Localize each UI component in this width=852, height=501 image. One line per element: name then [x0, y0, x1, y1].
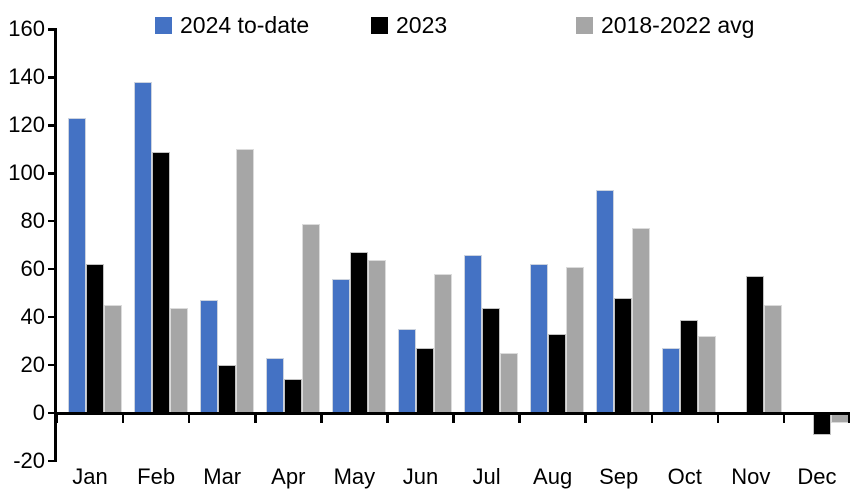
y-axis-tick-60 — [48, 267, 57, 271]
x-axis-tick-8 — [584, 413, 587, 423]
bar-2018-2022-avg-nov — [764, 305, 783, 413]
bar-2023-jun — [416, 348, 434, 413]
bar-2018-2022-avg-apr — [301, 223, 320, 413]
x-axis-label-jun: Jun — [402, 464, 439, 489]
bar-2023-dec — [812, 413, 831, 435]
x-axis-tick-9 — [650, 413, 653, 423]
bar-2023-mar — [217, 365, 236, 413]
x-axis-tick-1 — [121, 413, 125, 423]
legend-item-2018-2022-avg: 2018-2022 avg — [576, 12, 754, 38]
legend-label-2023: 2023 — [396, 12, 448, 38]
x-axis-tick-5 — [386, 413, 389, 423]
bar-2024-to-date-jun — [398, 329, 416, 413]
y-axis-label-160: 160 — [8, 16, 45, 42]
bar-2024-to-date-jan — [67, 118, 86, 413]
bar-2018-2022-avg-mar — [235, 149, 254, 413]
x-axis-tick-4 — [320, 413, 323, 423]
x-axis — [57, 411, 850, 415]
bar-2024-to-date-apr — [265, 357, 284, 413]
bar-2024-to-date-mar — [199, 300, 218, 413]
y-axis-tick-40 — [48, 315, 57, 319]
legend-item-2023: 2023 — [371, 12, 447, 38]
bar-2024-to-date-jul — [464, 254, 483, 413]
y-axis-tick-160 — [48, 28, 57, 31]
y-axis-label-0: 0 — [32, 400, 45, 425]
y-axis-tick-140 — [48, 76, 57, 79]
y-axis-label-120: 120 — [8, 112, 45, 138]
legend-swatch-2023 — [371, 16, 388, 34]
x-axis-tick-2 — [187, 413, 191, 423]
bar-2024-to-date-sep — [596, 190, 615, 413]
bar-2024-to-date-feb — [133, 82, 152, 413]
x-axis-label-apr: Apr — [271, 464, 306, 489]
bar-2023-jul — [482, 307, 501, 413]
bar-2023-sep — [614, 297, 633, 413]
x-axis-label-sep: Sep — [599, 464, 639, 489]
y-axis-label-20: 20 — [20, 352, 45, 378]
bar-2018-2022-avg-aug — [566, 266, 585, 413]
y-axis-label-40: 40 — [20, 304, 45, 330]
bar-2018-2022-avg-jun — [434, 273, 452, 413]
x-axis-label-mar: Mar — [203, 464, 242, 489]
bar-2023-jan — [85, 264, 104, 413]
legend-item-2024-to-date: 2024 to-date — [155, 12, 309, 38]
bar-2023-nov — [746, 276, 765, 413]
x-axis-label-oct: Oct — [667, 464, 702, 489]
legend-swatch-2018-2022-avg — [576, 16, 593, 34]
bar-2018-2022-avg-sep — [632, 228, 651, 413]
x-axis-tick-3 — [254, 413, 257, 423]
bar-2023-may — [349, 252, 368, 413]
y-axis-label-100: 100 — [8, 160, 45, 186]
y-axis-label-140: 140 — [8, 64, 45, 90]
x-axis-tick-7 — [518, 413, 521, 423]
y-axis-tick-20 — [48, 363, 57, 367]
x-axis-tick-0 — [55, 413, 59, 423]
x-axis-tick-12 — [847, 413, 850, 423]
bar-2023-feb — [151, 151, 170, 413]
x-axis-label-dec: Dec — [797, 464, 837, 489]
bar-2018-2022-avg-oct — [698, 336, 717, 413]
x-axis-label-nov: Nov — [731, 464, 771, 489]
bar-2023-oct — [680, 319, 699, 413]
y-axis-tick-100 — [48, 172, 57, 175]
x-axis-label-feb: Feb — [137, 464, 176, 489]
x-axis-tick-11 — [782, 413, 786, 423]
legend-swatch-2024-to-date — [155, 16, 172, 34]
y-axis — [54, 29, 57, 461]
legend-label-2018-2022-avg: 2018-2022 avg — [601, 12, 755, 38]
bar-2018-2022-avg-jul — [500, 353, 519, 413]
y-axis-label-60: 60 — [20, 256, 45, 282]
x-axis-label-may: May — [333, 464, 376, 489]
bar-2023-aug — [548, 333, 567, 413]
bar-2024-to-date-aug — [530, 264, 549, 413]
bar-2024-to-date-may — [331, 278, 350, 413]
bar-2023-apr — [283, 379, 302, 413]
bar-2018-2022-avg-jan — [103, 305, 122, 413]
y-axis-tick--20 — [48, 459, 57, 463]
bar-2018-2022-avg-may — [367, 259, 386, 413]
y-axis-tick-0 — [48, 411, 57, 415]
y-axis-label--20: -20 — [13, 447, 45, 473]
x-axis-label-jul: Jul — [472, 464, 501, 489]
bar-2024-to-date-oct — [662, 348, 681, 413]
y-axis-tick-80 — [48, 219, 57, 223]
x-axis-label-aug: Aug — [533, 464, 573, 489]
bar-2018-2022-avg-feb — [169, 307, 188, 413]
y-axis-label-80: 80 — [20, 208, 45, 234]
legend-label-2024-to-date: 2024 to-date — [180, 12, 310, 38]
x-axis-tick-6 — [452, 413, 455, 423]
x-axis-tick-10 — [716, 413, 720, 423]
x-axis-label-jan: Jan — [72, 464, 108, 489]
y-axis-tick-120 — [48, 124, 57, 127]
